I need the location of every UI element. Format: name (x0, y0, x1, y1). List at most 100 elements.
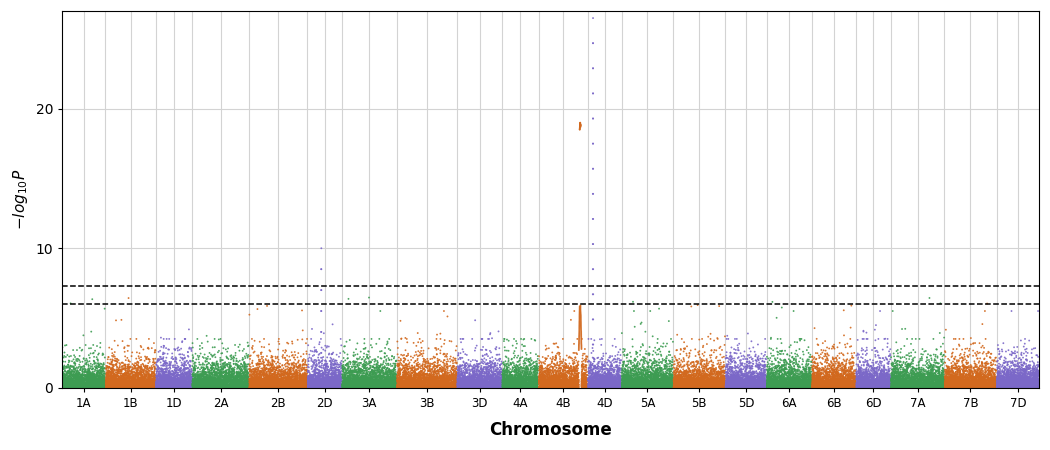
Point (682, 367, 699, 374)
Point (614, 379, 631, 387)
Point (326, 379, 342, 387)
Point (668, 383, 685, 390)
Point (198, 383, 215, 391)
Point (484, 377, 501, 384)
Point (965, 373, 982, 380)
Point (378, 382, 395, 389)
Point (878, 381, 895, 388)
Point (224, 379, 240, 386)
Point (630, 374, 647, 381)
Point (198, 364, 215, 371)
Point (695, 365, 712, 372)
Point (274, 383, 291, 391)
Point (845, 379, 862, 387)
Point (889, 357, 906, 364)
Point (852, 382, 868, 389)
Point (527, 367, 544, 374)
Point (816, 382, 833, 389)
Point (710, 382, 727, 390)
Point (578, 374, 594, 381)
Point (463, 380, 480, 387)
Point (774, 375, 791, 382)
Point (733, 378, 750, 385)
Point (553, 380, 570, 387)
Point (608, 343, 625, 351)
Point (364, 382, 381, 389)
Point (710, 374, 727, 382)
Point (689, 384, 706, 391)
Point (393, 382, 410, 389)
Point (950, 382, 967, 390)
Point (345, 381, 362, 388)
Point (385, 383, 402, 391)
Point (532, 377, 549, 384)
Point (819, 369, 836, 376)
Point (377, 378, 394, 385)
Point (402, 378, 419, 386)
Point (894, 382, 910, 390)
Point (509, 369, 526, 376)
Point (471, 382, 488, 389)
Point (668, 383, 685, 390)
Point (720, 370, 737, 377)
Point (109, 382, 126, 389)
Point (485, 383, 502, 390)
Point (962, 370, 979, 378)
Point (694, 376, 711, 383)
Point (374, 374, 391, 382)
Point (553, 380, 570, 387)
Point (672, 377, 689, 384)
Point (902, 362, 919, 369)
Point (926, 382, 943, 390)
Point (260, 365, 277, 372)
Point (973, 367, 990, 374)
Point (963, 376, 980, 383)
Point (508, 378, 525, 386)
Point (352, 379, 369, 387)
Point (801, 377, 818, 384)
Point (480, 384, 497, 391)
Point (168, 372, 185, 379)
Point (562, 382, 579, 389)
Point (290, 383, 307, 391)
Point (341, 383, 358, 390)
Point (222, 382, 238, 390)
Point (996, 374, 1013, 381)
Point (125, 378, 142, 385)
Point (393, 356, 410, 364)
Point (544, 381, 561, 388)
Point (900, 382, 917, 390)
Point (264, 380, 280, 387)
Point (152, 372, 169, 379)
Point (248, 369, 265, 376)
Point (471, 376, 488, 383)
Point (94, 365, 111, 372)
Point (756, 382, 773, 389)
Point (880, 375, 897, 382)
Point (380, 383, 397, 391)
Point (432, 372, 448, 379)
Point (372, 373, 388, 380)
Point (497, 376, 513, 383)
Point (521, 371, 538, 378)
Point (772, 382, 789, 390)
Point (791, 381, 807, 388)
Point (1028, 362, 1045, 369)
Point (976, 374, 993, 381)
Point (682, 372, 699, 379)
Point (778, 381, 795, 388)
Point (191, 346, 208, 353)
Point (92, 382, 109, 389)
Point (808, 375, 825, 382)
Point (649, 376, 666, 383)
Point (663, 378, 679, 385)
Point (921, 294, 938, 302)
Point (69, 379, 86, 386)
Point (133, 377, 150, 384)
Point (945, 358, 962, 365)
Point (486, 384, 503, 391)
Point (158, 381, 174, 388)
Point (309, 374, 326, 381)
Point (778, 382, 795, 389)
Point (504, 382, 521, 390)
